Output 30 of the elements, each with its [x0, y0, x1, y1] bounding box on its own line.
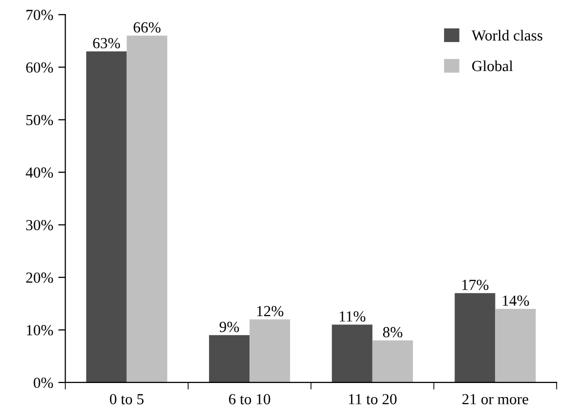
y-tick-label: 40% — [26, 167, 53, 178]
bar — [86, 51, 127, 382]
y-tick-label: 20% — [26, 272, 53, 283]
x-tick-label: 21 or more — [462, 394, 528, 404]
bar — [250, 319, 290, 382]
bar — [495, 308, 536, 382]
x-tick-label: 0 to 5 — [110, 394, 144, 404]
data-label: 11% — [340, 311, 366, 322]
x-tick-label: 11 to 20 — [348, 394, 397, 404]
bar — [332, 324, 372, 382]
data-label: 8% — [383, 327, 402, 338]
y-tick-label: 0% — [34, 378, 53, 388]
y-tick-label: 30% — [26, 220, 53, 230]
data-label: 14% — [502, 295, 529, 306]
bar — [372, 340, 413, 382]
bar — [209, 335, 250, 382]
data-label: 17% — [462, 280, 488, 290]
legend-label: Global — [472, 60, 513, 72]
data-label: 9% — [220, 322, 239, 332]
bar — [126, 36, 168, 382]
x-tick-label: 6 to 10 — [229, 394, 270, 404]
y-tick-label: 70% — [26, 10, 53, 20]
data-label: 63% — [93, 38, 120, 48]
data-label: 66% — [134, 22, 160, 33]
legend-label: World class — [472, 30, 542, 41]
bar — [454, 293, 496, 382]
data-label: 12% — [257, 306, 284, 316]
y-tick-label: 10% — [26, 325, 53, 336]
y-tick-label: 60% — [26, 62, 53, 73]
y-tick-label: 50% — [26, 114, 53, 126]
